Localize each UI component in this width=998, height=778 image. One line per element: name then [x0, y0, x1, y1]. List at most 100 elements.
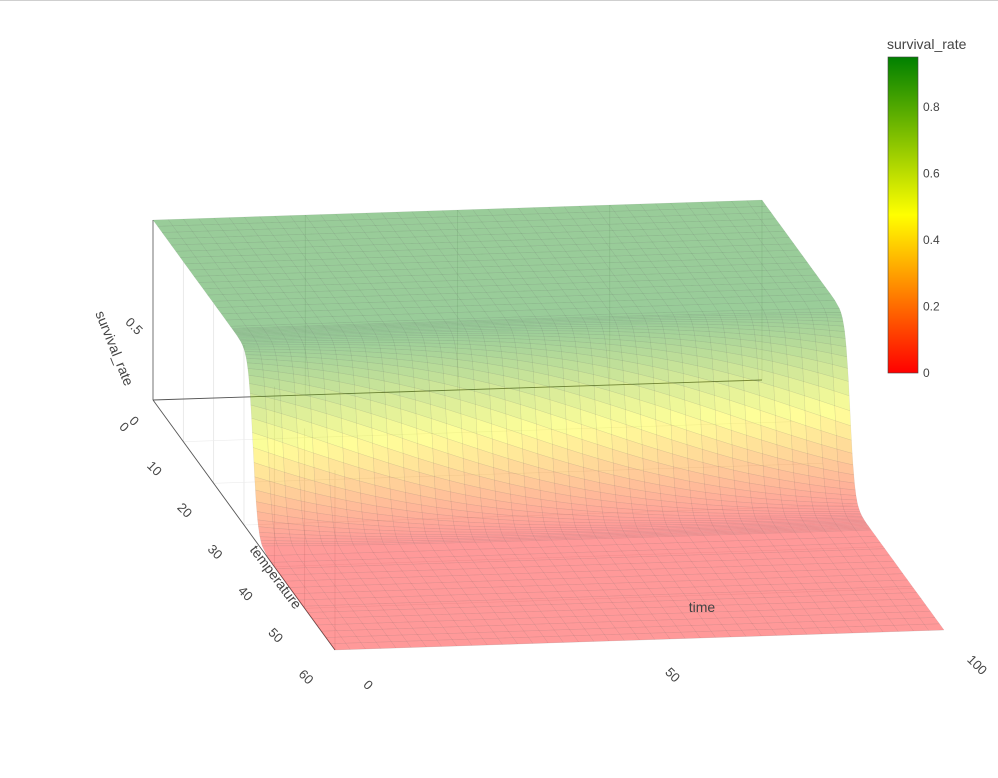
- surface-cell: [815, 341, 832, 354]
- surface-cell: [336, 322, 355, 326]
- surface-cell: [654, 390, 671, 411]
- surface-cell: [528, 264, 550, 272]
- surface-cell: [721, 505, 739, 511]
- surface-cell: [367, 321, 385, 325]
- surface-cell: [627, 315, 645, 318]
- surface-cell: [339, 283, 361, 291]
- surface-cell: [330, 271, 352, 279]
- surface-cell: [237, 229, 259, 237]
- surface-cell: [271, 253, 292, 261]
- surface-cell: [556, 238, 577, 246]
- surface-cell: [325, 400, 342, 419]
- surface-cell: [789, 405, 806, 426]
- surface-cell: [630, 496, 647, 506]
- surface-cell: [189, 269, 210, 277]
- surface-cell: [767, 250, 789, 258]
- surface-cell: [689, 317, 707, 320]
- temperature-tick-label: 50: [265, 625, 286, 646]
- surface-cell: [347, 315, 368, 323]
- surface-cell: [444, 320, 462, 323]
- surface-cell: [279, 221, 300, 229]
- surface-cell: [216, 242, 238, 250]
- surface-cell: [491, 321, 509, 324]
- surface-cell: [403, 243, 425, 251]
- surface-cell: [658, 228, 679, 236]
- surface-cell: [440, 347, 457, 354]
- surface-cell: [299, 335, 316, 338]
- surface-cell: [252, 335, 270, 338]
- surface-cell: [416, 217, 437, 225]
- surface-cell: [668, 381, 685, 401]
- surface-cell: [636, 354, 653, 367]
- surface-cell: [772, 256, 793, 264]
- surface-cell: [638, 286, 659, 294]
- surface-cell: [213, 217, 235, 225]
- surface-cell: [306, 540, 323, 544]
- surface-cell: [327, 245, 349, 253]
- surface-cell: [669, 395, 686, 416]
- surface-cell: [456, 353, 473, 362]
- surface-cell: [802, 368, 819, 387]
- surface-cell: [424, 346, 442, 353]
- surface-cell: [717, 310, 735, 315]
- surface-cell: [424, 527, 441, 532]
- surface-cell: [248, 222, 270, 230]
- surface-cell: [583, 319, 600, 322]
- surface-cell: [556, 328, 574, 332]
- surface-cell: [609, 204, 630, 212]
- surface-cell: [301, 252, 323, 260]
- surface-cell: [559, 524, 577, 528]
- surface-cell: [773, 385, 790, 406]
- surface-cell: [543, 264, 565, 272]
- surface-cell: [553, 471, 570, 487]
- surface-cell: [281, 247, 303, 255]
- surface-cell: [589, 522, 606, 526]
- surface-cell: [788, 390, 806, 411]
- surface-cell: [260, 354, 277, 361]
- surface-cell: [479, 304, 501, 312]
- surface-cell: [338, 325, 356, 328]
- surface-cell: [383, 322, 401, 325]
- surface-cell: [192, 230, 213, 238]
- surface-cell: [720, 317, 737, 320]
- surface-cell: [532, 362, 549, 376]
- surface-cell: [734, 225, 755, 233]
- surface-cell: [336, 541, 354, 544]
- surface-cell: [717, 453, 734, 471]
- surface-cell: [228, 216, 250, 224]
- surface-cell: [351, 355, 368, 363]
- surface-cell: [794, 489, 812, 498]
- surface-cell: [264, 329, 281, 332]
- surface-cell: [768, 510, 785, 514]
- surface-cell: [545, 527, 562, 530]
- surface-cell: [749, 482, 766, 494]
- surface-cell: [380, 352, 398, 360]
- surface-cell: [272, 344, 290, 348]
- surface-cell: [675, 319, 692, 322]
- surface-cell: [629, 319, 647, 323]
- surface-cell: [493, 467, 510, 485]
- surface-cell: [256, 254, 277, 262]
- temperature-tick-label: 60: [296, 666, 317, 687]
- surface-cell: [644, 318, 661, 321]
- surface-cell: [587, 515, 605, 521]
- surface-cell: [464, 241, 486, 249]
- surface-cell: [316, 252, 338, 260]
- surface-cell: [682, 240, 703, 248]
- surface-cell: [584, 322, 602, 325]
- surface-cell: [508, 323, 526, 326]
- surface-cell: [497, 332, 514, 336]
- surface-cell: [184, 263, 205, 271]
- surface-cell: [289, 349, 306, 354]
- surface-cell: [431, 433, 449, 454]
- surface-cell: [723, 328, 740, 334]
- surface-cell: [424, 293, 446, 301]
- surface-cell: [468, 337, 485, 342]
- surface-cell: [645, 490, 662, 501]
- surface-cell: [579, 395, 596, 415]
- surface-cell: [753, 513, 771, 517]
- surface-cell: [294, 328, 312, 331]
- surface-cell: [597, 458, 615, 476]
- surface-cell: [552, 276, 574, 284]
